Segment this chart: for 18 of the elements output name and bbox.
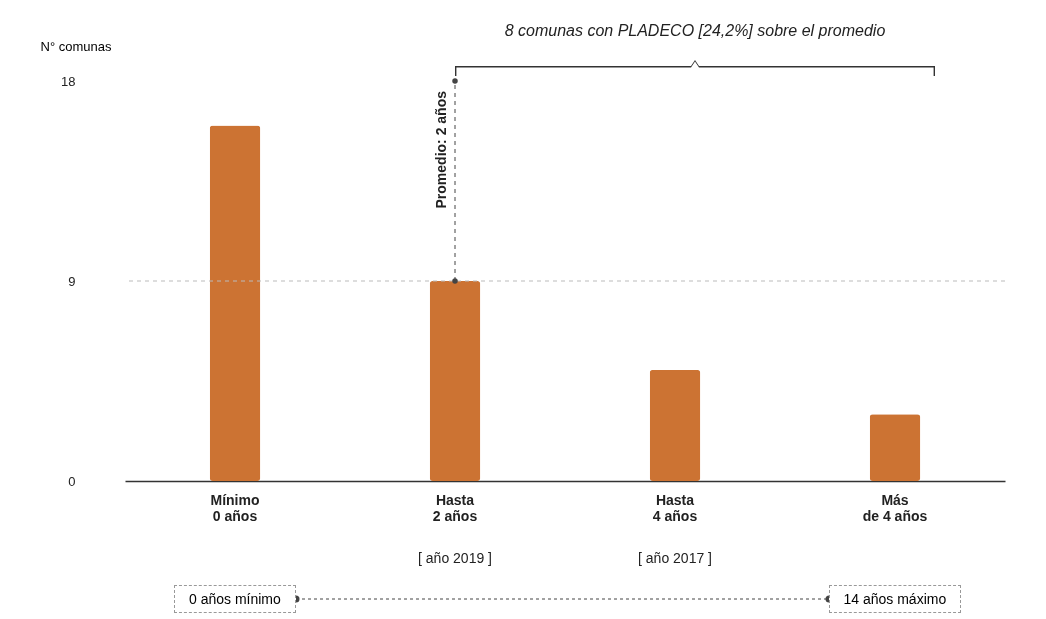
text: [ año 2017 ] (638, 550, 712, 566)
x-tick-label: Mínimo 0 años (210, 491, 260, 524)
x-tick-label: Hasta 2 años (432, 491, 478, 524)
y-tick-label: 18 (61, 73, 76, 89)
bar (869, 414, 921, 481)
y-tick-label: 9 (68, 273, 76, 289)
ref-line-label: Promedio: 2 años (433, 90, 449, 209)
dashed-box: 14 años máximo (828, 585, 962, 613)
text: 8 comunas con PLADECO [24,2%] sobre el promedio (504, 22, 886, 39)
x-tick-label: Hasta 4 años (652, 491, 698, 524)
text: [ año 2019 ] (418, 550, 492, 566)
bar (649, 369, 701, 481)
bar (429, 281, 481, 481)
x-tick-label: Más de 4 años (862, 491, 928, 524)
bar (209, 125, 261, 481)
y-axis-title: N° comunas (40, 38, 112, 54)
y-tick-label: 0 (68, 473, 76, 489)
dashed-box: 0 años mínimo (174, 585, 296, 613)
